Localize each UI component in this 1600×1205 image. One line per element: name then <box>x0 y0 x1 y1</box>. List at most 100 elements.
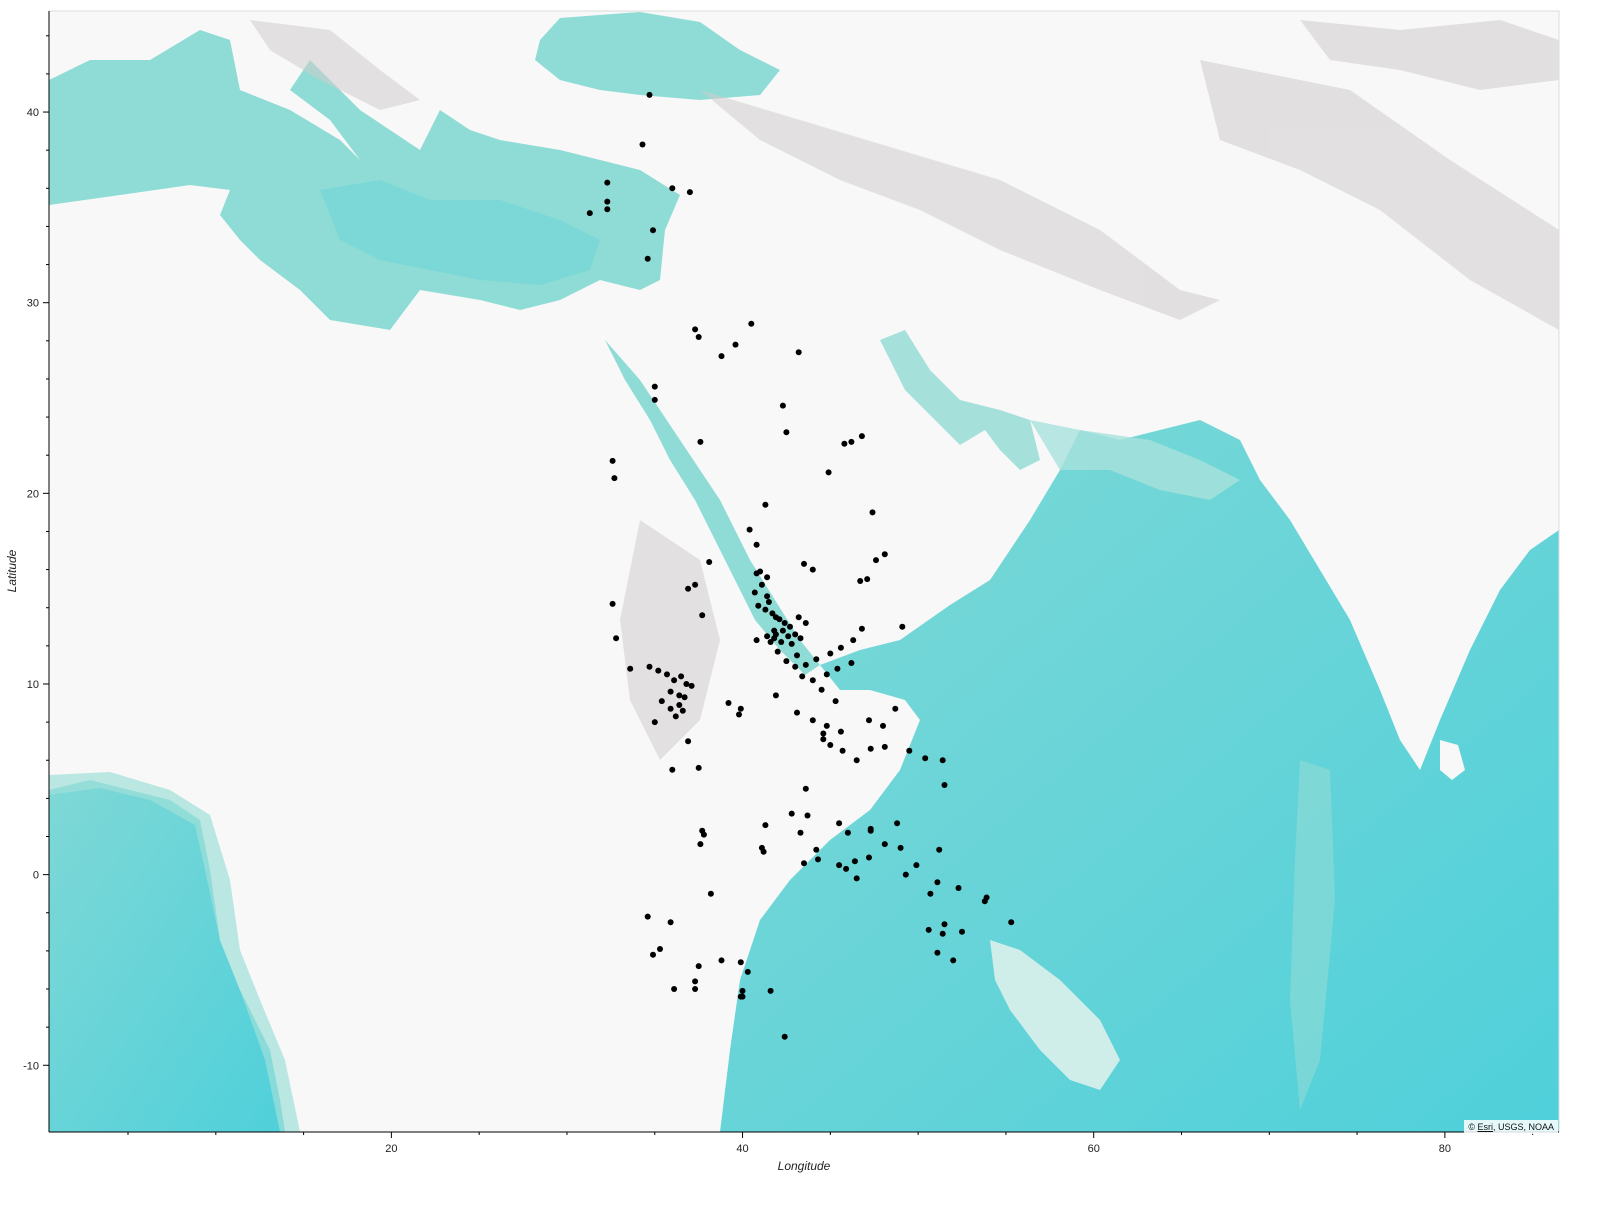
data-point[interactable] <box>802 620 809 626</box>
data-point[interactable] <box>692 581 699 588</box>
data-point[interactable] <box>706 559 713 565</box>
data-point[interactable] <box>748 320 755 327</box>
data-point[interactable] <box>941 782 948 788</box>
data-point[interactable] <box>837 728 844 735</box>
data-point[interactable] <box>695 334 702 340</box>
data-point[interactable] <box>899 623 906 630</box>
data-point[interactable] <box>818 686 825 693</box>
data-point[interactable] <box>894 820 901 827</box>
data-point[interactable] <box>820 730 827 737</box>
data-point[interactable] <box>813 846 820 853</box>
data-point[interactable] <box>788 810 795 817</box>
data-point[interactable] <box>809 677 816 684</box>
data-point[interactable] <box>657 946 663 952</box>
data-point[interactable] <box>839 747 846 754</box>
data-point[interactable] <box>718 957 725 964</box>
data-point[interactable] <box>613 635 620 642</box>
data-point[interactable] <box>639 141 646 148</box>
data-point[interactable] <box>646 663 653 670</box>
data-point[interactable] <box>732 341 739 348</box>
data-point[interactable] <box>934 949 941 956</box>
data-point[interactable] <box>651 396 658 403</box>
data-point[interactable] <box>836 820 843 827</box>
data-point[interactable] <box>651 719 658 726</box>
data-point[interactable] <box>764 593 771 600</box>
data-point[interactable] <box>1008 919 1015 926</box>
data-point[interactable] <box>867 827 874 834</box>
data-point[interactable] <box>672 713 679 720</box>
data-point[interactable] <box>795 349 802 356</box>
data-point[interactable] <box>695 963 702 970</box>
data-point[interactable] <box>802 661 809 668</box>
data-point[interactable] <box>794 652 800 659</box>
data-point[interactable] <box>843 865 850 872</box>
data-point[interactable] <box>841 440 848 447</box>
data-point[interactable] <box>725 700 732 706</box>
data-point[interactable] <box>700 831 707 838</box>
data-point[interactable] <box>873 557 879 564</box>
data-point[interactable] <box>880 722 886 729</box>
data-point[interactable] <box>604 206 611 213</box>
data-point[interactable] <box>906 747 913 754</box>
data-point[interactable] <box>813 656 820 663</box>
data-point[interactable] <box>779 627 786 634</box>
data-point[interactable] <box>853 757 860 764</box>
data-point[interactable] <box>707 890 714 897</box>
data-point[interactable] <box>676 692 683 699</box>
data-point[interactable] <box>866 717 872 724</box>
data-point[interactable] <box>794 709 800 716</box>
data-point[interactable] <box>869 509 876 516</box>
data-point[interactable] <box>737 705 744 712</box>
data-point[interactable] <box>858 625 865 632</box>
data-point[interactable] <box>939 757 946 764</box>
data-point[interactable] <box>681 694 688 701</box>
data-point[interactable] <box>767 987 774 994</box>
data-point[interactable] <box>697 841 704 848</box>
data-point[interactable] <box>781 1033 788 1040</box>
data-point[interactable] <box>671 677 678 684</box>
data-point[interactable] <box>686 189 693 196</box>
data-point[interactable] <box>809 717 816 724</box>
data-point[interactable] <box>802 785 809 792</box>
data-point[interactable] <box>697 438 704 445</box>
data-point[interactable] <box>820 736 827 743</box>
data-point[interactable] <box>936 846 943 853</box>
data-point[interactable] <box>718 353 725 360</box>
data-point[interactable] <box>736 711 742 718</box>
data-point[interactable] <box>676 702 683 708</box>
data-point[interactable] <box>758 844 765 851</box>
data-point[interactable] <box>764 574 771 581</box>
data-point[interactable] <box>762 606 769 613</box>
data-point[interactable] <box>651 383 658 390</box>
data-point[interactable] <box>801 560 807 567</box>
data-point[interactable] <box>809 566 816 573</box>
data-point[interactable] <box>902 871 909 878</box>
data-point[interactable] <box>776 616 783 623</box>
data-point[interactable] <box>758 581 765 588</box>
data-point[interactable] <box>844 829 851 836</box>
data-point[interactable] <box>857 578 864 584</box>
data-point[interactable] <box>692 986 699 992</box>
data-point[interactable] <box>959 928 965 935</box>
data-point[interactable] <box>744 968 751 975</box>
data-point[interactable] <box>609 600 616 607</box>
data-point[interactable] <box>646 91 653 98</box>
data-point[interactable] <box>792 663 799 670</box>
data-point[interactable] <box>688 682 695 689</box>
data-point[interactable] <box>804 812 811 819</box>
data-point[interactable] <box>913 862 920 869</box>
data-point[interactable] <box>778 639 785 645</box>
data-point[interactable] <box>897 844 904 851</box>
data-point[interactable] <box>797 635 804 642</box>
data-point[interactable] <box>792 631 799 638</box>
data-point[interactable] <box>604 198 611 205</box>
data-point[interactable] <box>667 688 674 695</box>
data-point[interactable] <box>683 681 690 687</box>
data-point[interactable] <box>848 438 855 445</box>
data-point[interactable] <box>827 742 834 748</box>
data-point[interactable] <box>685 738 692 745</box>
data-point[interactable] <box>823 671 830 678</box>
data-point[interactable] <box>774 648 781 655</box>
data-point[interactable] <box>853 875 860 882</box>
data-point[interactable] <box>925 926 932 933</box>
